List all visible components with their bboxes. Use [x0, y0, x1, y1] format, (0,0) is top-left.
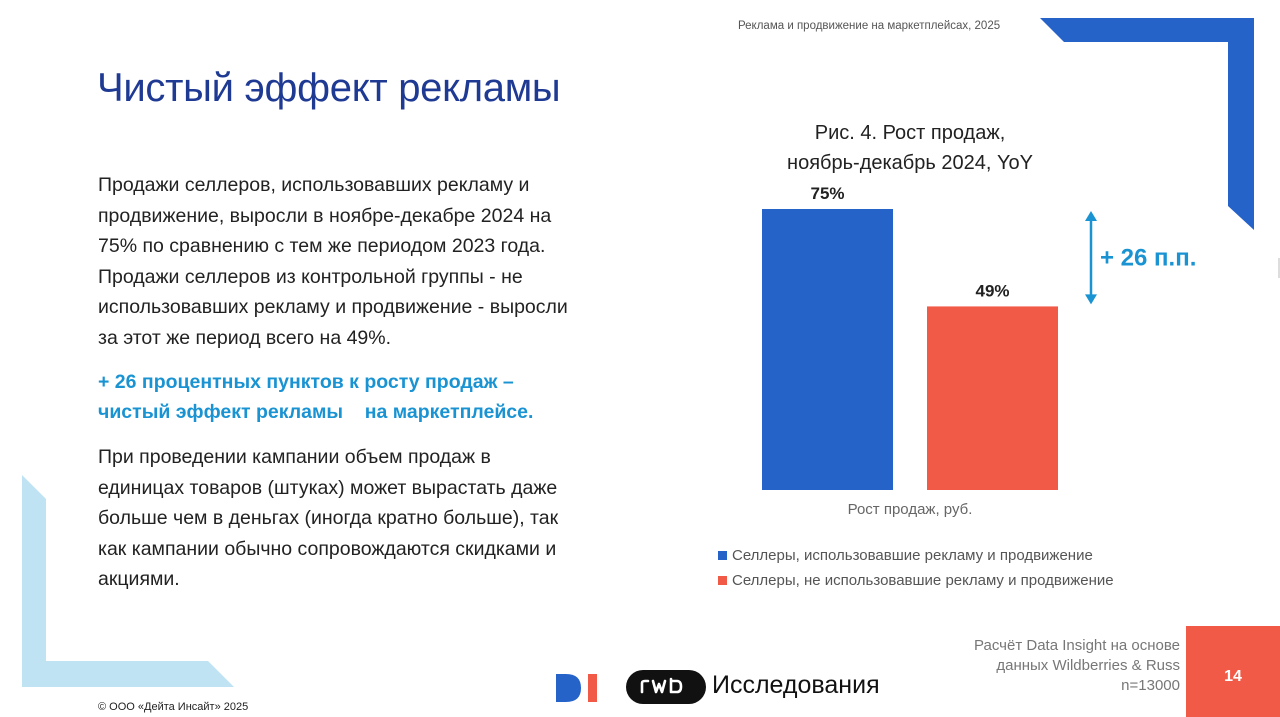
highlight-paragraph: + 26 процентных пунктов к росту продаж –…	[98, 367, 638, 427]
text-line: акциями.	[98, 568, 180, 590]
chart-title-line: ноябрь-декабрь 2024, YoY	[787, 152, 1033, 174]
bar-chart: 75% 49% Рост продаж, руб. + 26 п.п.	[762, 184, 1196, 518]
legend-item-advertised: Селлеры, использовавшие рекламу и продви…	[718, 543, 1114, 568]
rwb-logo	[626, 670, 706, 704]
text-line: 75% по сравнению с тем же периодом 2023 …	[98, 235, 546, 257]
source-line: n=13000	[1121, 677, 1180, 694]
body-paragraph-2: При проведении кампании объем продаж в е…	[98, 442, 638, 595]
legend-swatch-red	[718, 576, 727, 585]
bar-2	[927, 306, 1058, 490]
bar-1	[762, 209, 893, 490]
bar-value-label: 49%	[975, 281, 1009, 300]
text-line: единицах товаров (штуках) может вырастат…	[98, 476, 558, 499]
arrow-up-icon	[1085, 211, 1097, 221]
text-line: больше чем в деньгах (иногда кратно боль…	[98, 507, 559, 529]
bar-value-label: 75%	[810, 184, 844, 203]
page-title: Чистый эффект рекламы	[97, 66, 561, 110]
text-line: Продажи селлеров, использовавших рекламу…	[98, 174, 530, 196]
data-insight-logo	[556, 674, 597, 702]
chart-title-line: Рис. 4. Рост продаж,	[814, 122, 1006, 144]
header-caption: Реклама и продвижение на маркетплейсах, …	[738, 20, 1001, 32]
chart-legend: Селлеры, использовавшие рекламу и продви…	[718, 543, 1114, 593]
text-line: При проведении кампании объем продаж в	[98, 446, 491, 468]
decorative-corner-bottom-left	[22, 475, 234, 687]
legend-item-control: Селлеры, не использовавшие рекламу и про…	[718, 568, 1114, 593]
page-number-box	[1186, 626, 1280, 717]
text-line: за этот же период всего на 49%.	[98, 326, 392, 349]
text-line: Продажи селлеров из контрольной группы -…	[98, 265, 523, 288]
legend-swatch-blue	[718, 551, 727, 560]
difference-annotation: + 26 п.п.	[1100, 245, 1196, 272]
text-line: продвижение, выросли в ноябре-декабре 20…	[98, 204, 552, 227]
text-line: чистый эффект рекламы на маркетплейсе.	[98, 401, 534, 423]
source-note: Расчёт Data Insight на основе данных Wil…	[900, 636, 1180, 696]
legend-label: Селлеры, использовавшие рекламу и продви…	[732, 547, 1093, 564]
body-paragraph-1: Продажи селлеров, использовавших рекламу…	[98, 170, 638, 353]
text-line: + 26 процентных пунктов к росту продаж –	[98, 371, 514, 393]
rwb-logo-text: Исследования	[712, 671, 880, 699]
text-line: использовавших рекламу и продвижение - в…	[98, 296, 568, 318]
copyright: © ООО «Дейта Инсайт» 2025	[98, 701, 249, 713]
page-number: 14	[1224, 668, 1242, 685]
legend-label: Селлеры, не использовавшие рекламу и про…	[732, 572, 1114, 589]
text-line: как кампании обычно сопровождаются скидк…	[98, 537, 557, 560]
source-line: Расчёт Data Insight на основе	[974, 637, 1180, 654]
source-line: данных Wildberries & Russ	[996, 657, 1180, 674]
x-axis-label: Рост продаж, руб.	[848, 501, 973, 518]
chart-title: Рис. 4. Рост продаж, ноябрь-декабрь 2024…	[740, 118, 1080, 178]
arrow-down-icon	[1085, 294, 1097, 305]
